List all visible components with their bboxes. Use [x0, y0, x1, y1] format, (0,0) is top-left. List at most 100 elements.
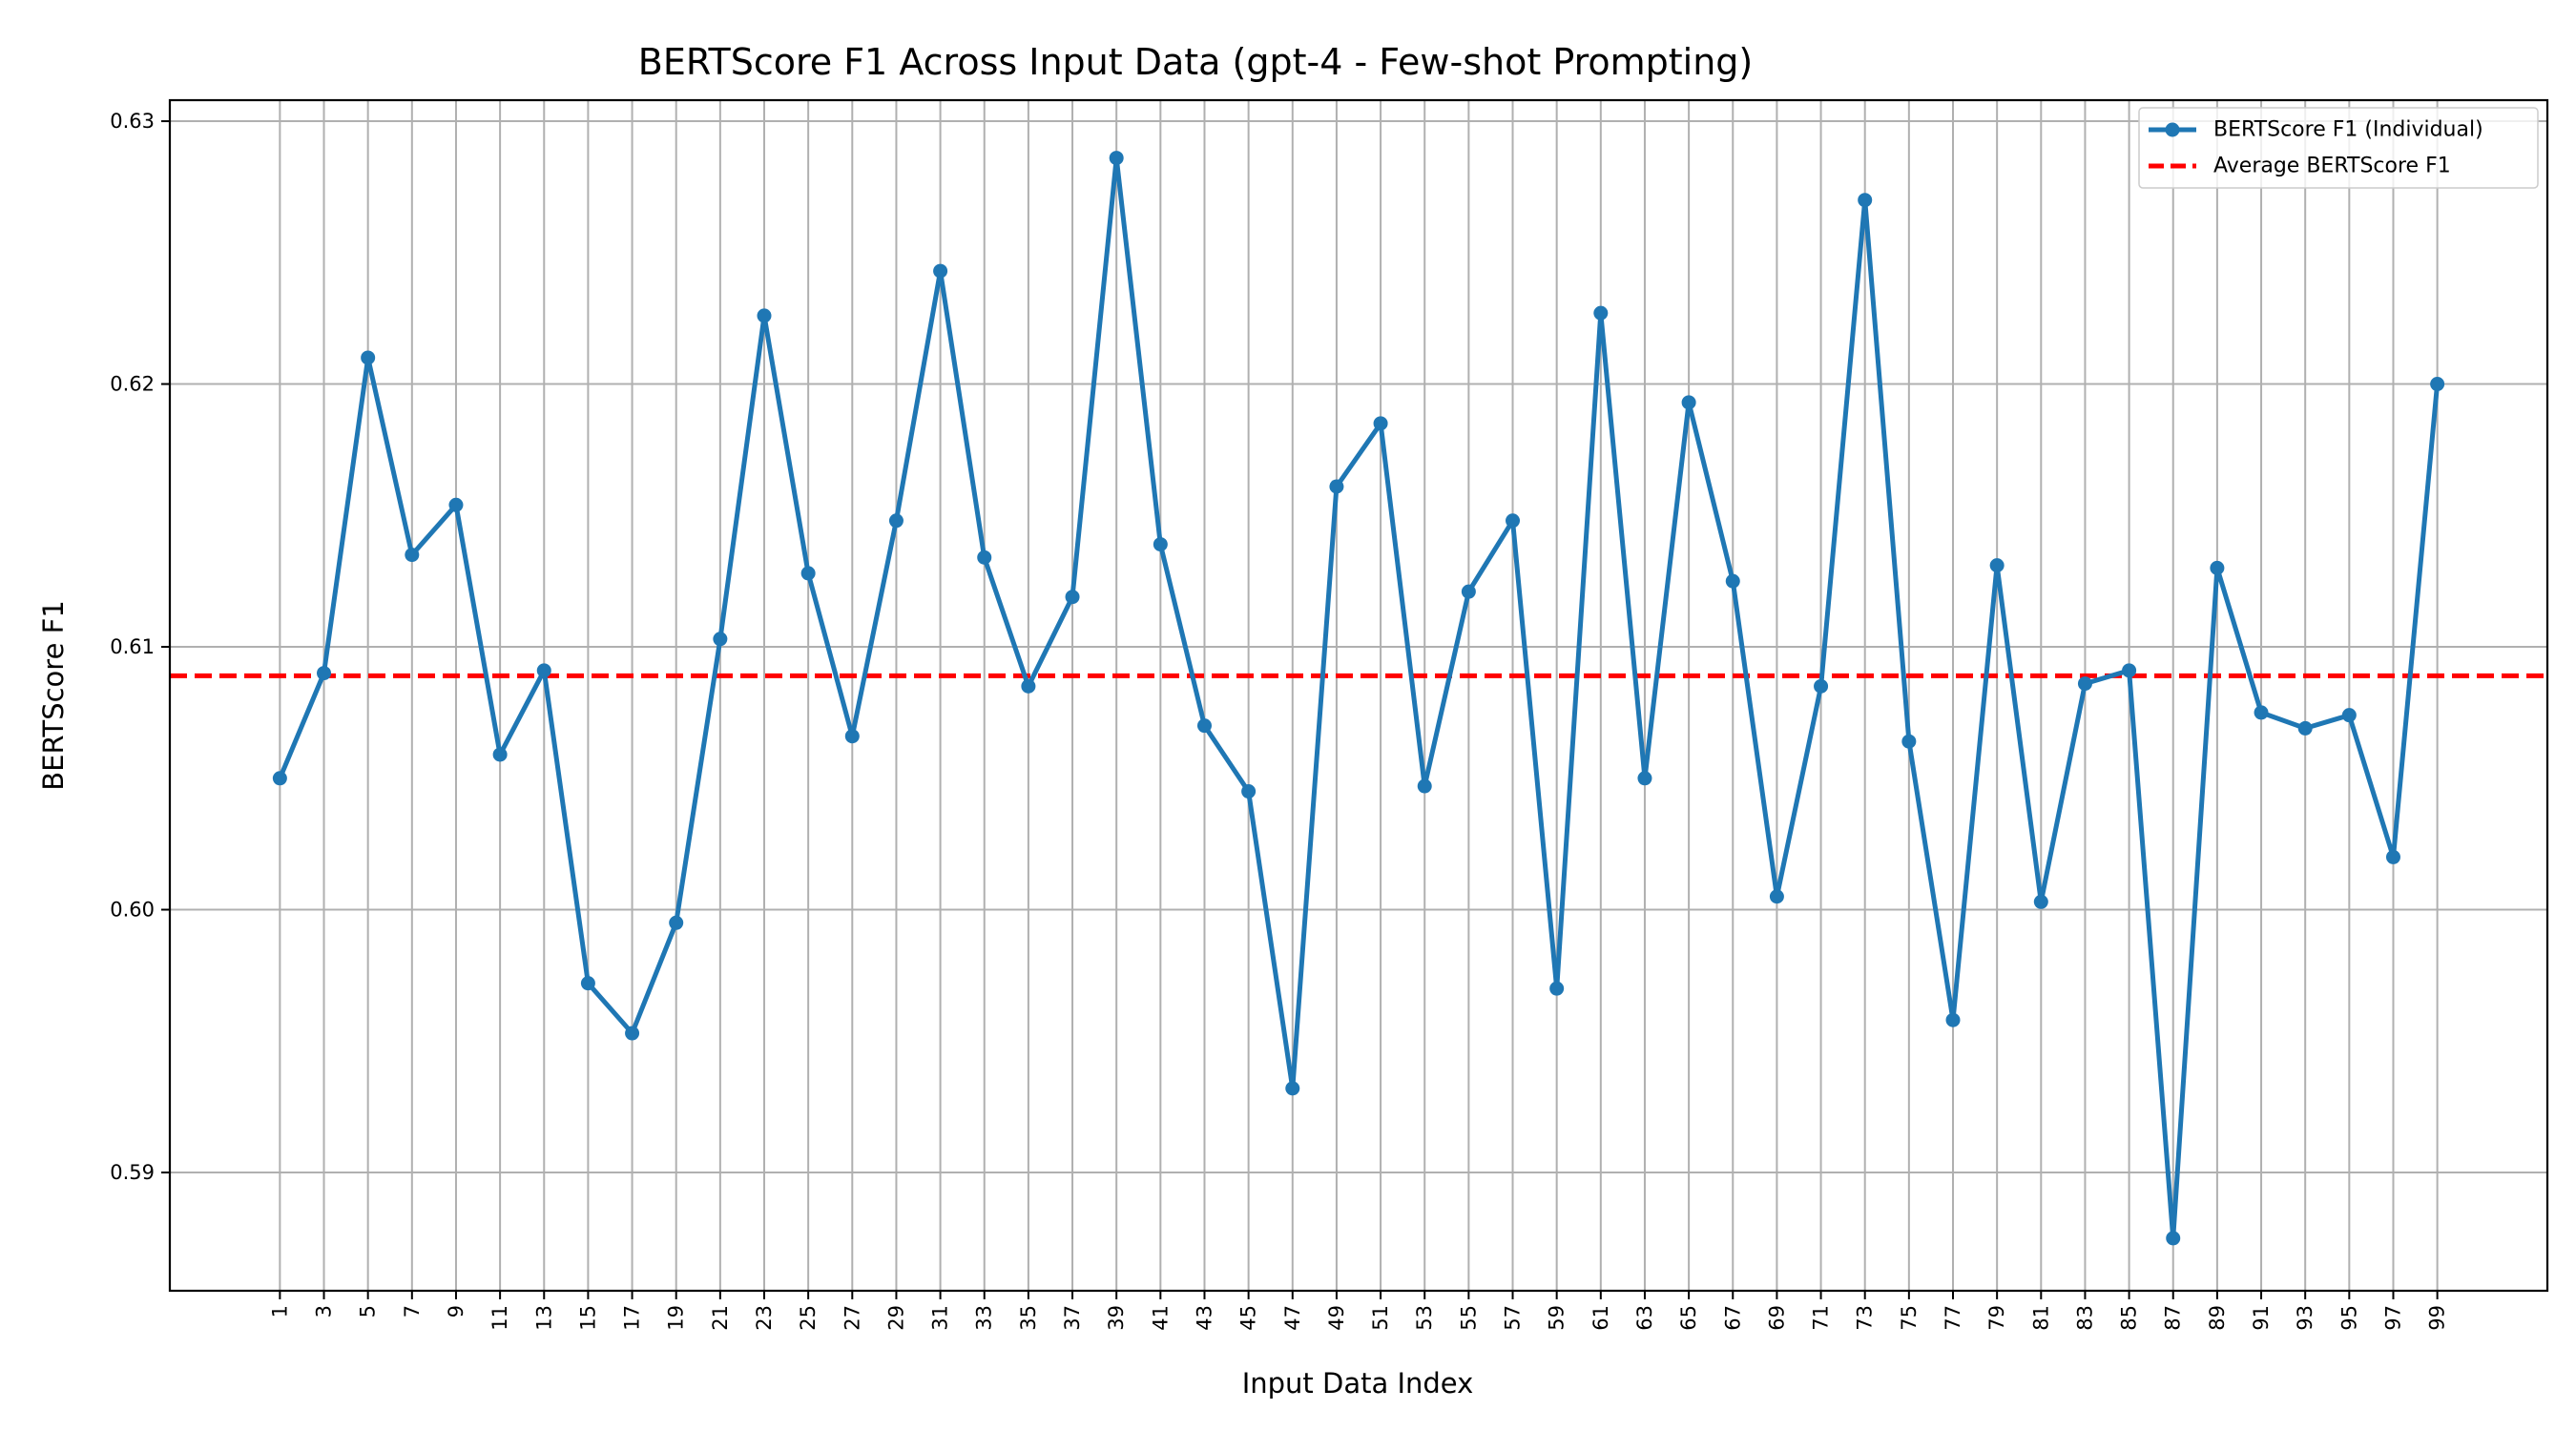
- x-tick-label: 71: [1810, 1305, 1833, 1331]
- x-tick-label: 33: [973, 1305, 996, 1331]
- x-tick-label: 51: [1369, 1305, 1392, 1331]
- x-tick-label: 85: [2118, 1305, 2141, 1331]
- x-tick-label: 11: [488, 1305, 511, 1331]
- x-axis-label: Input Data Index: [1242, 1367, 1474, 1400]
- data-point: [2385, 849, 2400, 864]
- x-tick-label: 81: [2029, 1305, 2052, 1331]
- data-point: [2430, 377, 2445, 392]
- data-point: [1593, 305, 1609, 321]
- x-tick-label: 19: [665, 1305, 688, 1331]
- data-point: [536, 663, 551, 678]
- x-tick-label: 17: [621, 1305, 644, 1331]
- x-tick-label: 91: [2250, 1305, 2273, 1331]
- data-point: [757, 308, 772, 323]
- x-tick-label: 15: [576, 1305, 599, 1331]
- x-tick-label: 21: [709, 1305, 732, 1331]
- data-point: [1549, 981, 1565, 996]
- x-tick-label: 95: [2337, 1305, 2360, 1331]
- data-point: [492, 747, 508, 762]
- x-tick-label: 75: [1898, 1305, 1921, 1331]
- data-point: [1196, 718, 1212, 734]
- x-tick-label: 73: [1854, 1305, 1877, 1331]
- x-tick-label: 93: [2294, 1305, 2316, 1331]
- x-tick-label: 1: [268, 1305, 291, 1317]
- y-tick-label: 0.59: [110, 1161, 155, 1184]
- data-point: [2254, 705, 2269, 720]
- x-tick-label: 27: [841, 1305, 863, 1331]
- x-tick-label: 53: [1413, 1305, 1436, 1331]
- data-point: [1681, 395, 1696, 410]
- x-tick-label: 9: [445, 1305, 467, 1317]
- x-tick-label: 3: [313, 1305, 336, 1317]
- grid-lines: [170, 100, 2547, 1291]
- data-point: [2122, 663, 2137, 678]
- x-tick-label: 31: [929, 1305, 952, 1331]
- x-tick-label: 23: [753, 1305, 776, 1331]
- x-tick-label: 99: [2426, 1305, 2449, 1331]
- data-point: [361, 350, 376, 365]
- series-layer: [272, 151, 2445, 1246]
- data-point: [800, 566, 816, 581]
- x-tick-label: 5: [357, 1305, 380, 1317]
- series-line-individual: [278, 156, 2441, 1241]
- data-point: [1109, 151, 1124, 166]
- data-point: [1945, 1012, 1961, 1027]
- x-tick-label: 89: [2206, 1305, 2229, 1331]
- x-axis-ticks: 1 3 5 7 9 11 13 15 17 19 21 23 25 27 29 31 33 35 37 39 41 43 4…: [268, 1291, 2449, 1331]
- x-tick-label: 67: [1721, 1305, 1744, 1331]
- data-point: [669, 915, 684, 930]
- x-tick-label: 59: [1546, 1305, 1568, 1331]
- data-point: [1725, 573, 1740, 589]
- x-tick-label: 87: [2162, 1305, 2185, 1331]
- legend-label-average: Average BERTScore F1: [2213, 155, 2451, 178]
- data-point: [713, 632, 728, 647]
- data-point: [1506, 513, 1521, 529]
- x-tick-label: 79: [1985, 1305, 2008, 1331]
- data-point: [1989, 558, 2005, 573]
- data-point: [1373, 416, 1388, 431]
- data-point: [317, 666, 332, 681]
- x-tick-label: 39: [1105, 1305, 1128, 1331]
- x-tick-label: 25: [797, 1305, 820, 1331]
- y-tick-label: 0.60: [110, 899, 155, 922]
- data-point: [1241, 784, 1257, 799]
- data-point: [405, 548, 420, 563]
- x-tick-label: 57: [1502, 1305, 1525, 1331]
- x-tick-label: 83: [2073, 1305, 2096, 1331]
- x-tick-label: 49: [1325, 1305, 1348, 1331]
- data-point: [2033, 894, 2048, 909]
- data-point: [1814, 678, 1829, 694]
- data-point: [2166, 1231, 2181, 1246]
- legend: BERTScore F1 (Individual) Average BERTSc…: [2138, 107, 2539, 189]
- data-point: [1285, 1081, 1300, 1096]
- x-tick-label: 65: [1677, 1305, 1700, 1331]
- x-tick-label: 55: [1457, 1305, 1480, 1331]
- x-tick-label: 37: [1061, 1305, 1084, 1331]
- data-point: [1021, 678, 1036, 694]
- x-tick-label: 97: [2381, 1305, 2404, 1331]
- data-point: [272, 771, 287, 786]
- data-point: [844, 729, 860, 744]
- x-tick-label: 77: [1942, 1305, 1964, 1331]
- x-tick-label: 69: [1765, 1305, 1788, 1331]
- x-tick-label: 29: [884, 1305, 907, 1331]
- data-point: [888, 513, 904, 529]
- x-tick-label: 61: [1589, 1305, 1612, 1331]
- x-tick-label: 13: [532, 1305, 555, 1331]
- x-tick-label: 47: [1281, 1305, 1304, 1331]
- data-point: [1637, 771, 1652, 786]
- data-point: [933, 263, 948, 279]
- data-point: [1858, 193, 1873, 208]
- data-point: [2297, 720, 2313, 736]
- data-point: [448, 497, 464, 512]
- data-point: [1329, 479, 1344, 494]
- data-point: [2210, 560, 2225, 575]
- x-tick-label: 43: [1193, 1305, 1215, 1331]
- x-tick-label: 7: [401, 1305, 424, 1317]
- y-tick-label: 0.61: [110, 635, 155, 658]
- data-point: [1065, 590, 1080, 605]
- data-point: [977, 550, 992, 565]
- data-point: [580, 976, 595, 991]
- chart-title: BERTScore F1 Across Input Data (gpt-4 - …: [638, 41, 1753, 83]
